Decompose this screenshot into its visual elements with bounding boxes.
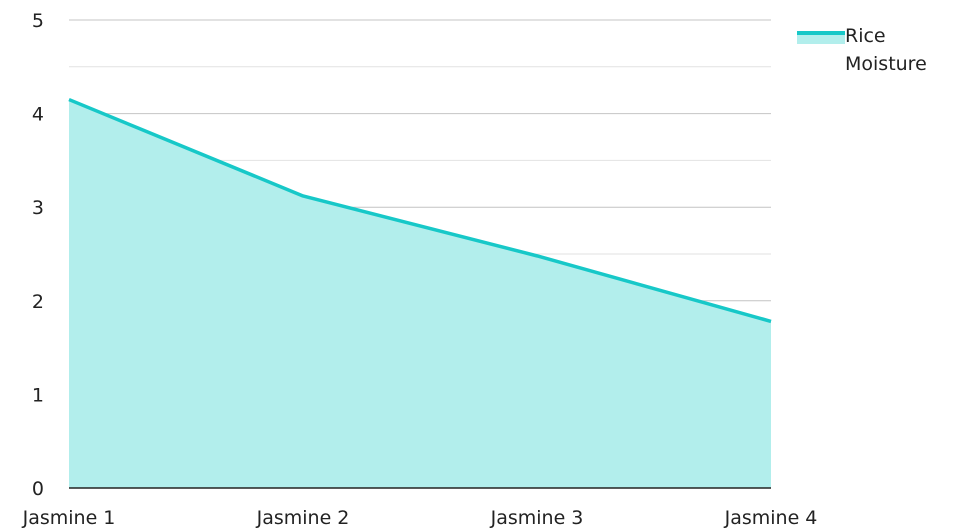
y-tick-label: 3 (32, 197, 44, 219)
legend-label: Rice Moisture (845, 25, 927, 75)
x-tick-label: Jasmine 1 (22, 507, 116, 529)
series-line (68, 97, 772, 324)
y-tick-label: 0 (32, 478, 44, 500)
legend-swatch (797, 28, 845, 44)
x-tick-label: Jasmine 3 (490, 507, 584, 529)
series-area-fill (69, 99, 771, 488)
y-axis-tick-labels: 0 1 2 3 4 5 (32, 10, 44, 500)
y-tick-label: 2 (32, 291, 44, 313)
y-tick-label: 5 (32, 10, 44, 32)
legend: Rice Moisture (797, 22, 955, 78)
x-tick-label: Jasmine 4 (724, 507, 818, 529)
y-tick-label: 4 (32, 104, 44, 126)
y-tick-label: 1 (32, 384, 44, 406)
x-axis-tick-labels: Jasmine 1 Jasmine 2 Jasmine 3 Jasmine 4 (22, 507, 818, 529)
x-tick-label: Jasmine 2 (256, 507, 350, 529)
